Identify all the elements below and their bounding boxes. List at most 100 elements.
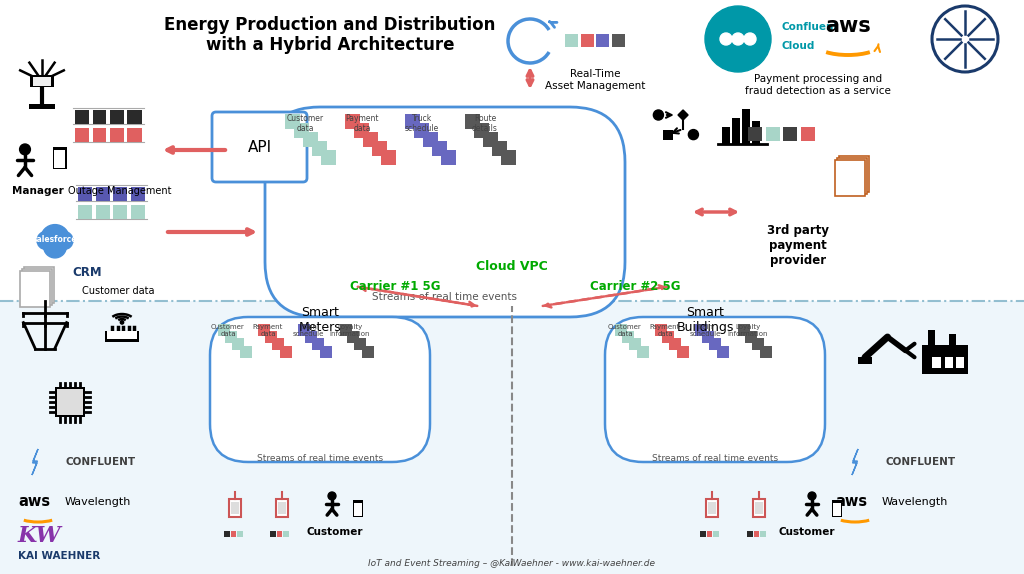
Bar <box>270 532 275 537</box>
Bar <box>922 344 968 374</box>
Bar <box>95 187 110 201</box>
Text: KAI WAEHNER: KAI WAEHNER <box>18 551 100 561</box>
Bar <box>630 339 641 350</box>
Bar <box>372 141 387 156</box>
Bar <box>732 118 740 144</box>
Bar <box>24 267 54 303</box>
Circle shape <box>37 231 55 250</box>
Circle shape <box>808 492 816 500</box>
Bar <box>280 346 292 358</box>
Bar <box>110 110 124 124</box>
Bar <box>663 130 673 139</box>
Bar <box>285 114 300 129</box>
Circle shape <box>720 33 732 45</box>
Bar <box>708 502 716 514</box>
Bar <box>0 301 1024 574</box>
Bar <box>106 331 137 339</box>
Bar <box>225 331 238 343</box>
Bar <box>483 132 498 147</box>
Bar <box>128 110 141 124</box>
Text: Streams of real time events: Streams of real time events <box>652 454 778 463</box>
Bar <box>258 324 270 336</box>
Text: Smart
Buildings: Smart Buildings <box>676 307 733 334</box>
Bar <box>53 147 67 169</box>
Bar <box>294 123 309 138</box>
Bar <box>92 110 106 124</box>
Circle shape <box>732 33 744 45</box>
Bar <box>224 532 229 537</box>
Bar <box>283 532 289 537</box>
Bar <box>113 187 127 201</box>
Bar <box>760 346 772 358</box>
Bar <box>75 110 89 124</box>
Text: KW: KW <box>18 525 61 547</box>
Bar <box>441 150 456 165</box>
Circle shape <box>328 492 336 500</box>
Text: Carrier #1 5G: Carrier #1 5G <box>350 280 440 293</box>
Bar <box>474 123 489 138</box>
Text: Customer: Customer <box>307 527 364 537</box>
Circle shape <box>55 231 73 250</box>
Bar <box>745 331 757 343</box>
Circle shape <box>121 321 124 324</box>
Text: Payment
data: Payment data <box>253 324 284 337</box>
Bar <box>760 532 766 537</box>
Bar <box>240 346 252 358</box>
Bar <box>272 339 285 350</box>
Bar <box>754 532 759 537</box>
Bar <box>130 187 144 201</box>
FancyBboxPatch shape <box>265 107 625 317</box>
Bar <box>949 334 955 344</box>
Text: aws: aws <box>825 16 870 36</box>
Text: CRM: CRM <box>72 266 101 278</box>
Bar <box>278 502 286 514</box>
Text: 3rd party
payment
provider: 3rd party payment provider <box>767 224 829 267</box>
Circle shape <box>19 144 31 155</box>
Bar <box>945 357 953 368</box>
FancyBboxPatch shape <box>605 317 825 462</box>
Bar <box>783 127 797 141</box>
Text: aws: aws <box>18 494 50 510</box>
Text: Wavelength: Wavelength <box>882 497 948 507</box>
Bar <box>702 331 714 343</box>
Text: Customer
data: Customer data <box>211 324 245 337</box>
Text: Customer: Customer <box>778 527 836 537</box>
Text: Customer
data: Customer data <box>608 324 642 337</box>
Bar <box>128 128 141 142</box>
Bar <box>623 331 634 343</box>
Bar <box>611 34 625 47</box>
Polygon shape <box>852 449 858 475</box>
Bar <box>92 128 106 142</box>
Bar <box>933 357 941 368</box>
Bar <box>229 499 241 517</box>
Bar <box>406 114 420 129</box>
Polygon shape <box>678 110 688 120</box>
Text: Energy Production and Distribution: Energy Production and Distribution <box>164 16 496 34</box>
Circle shape <box>932 6 998 72</box>
Bar <box>361 346 374 358</box>
Bar <box>113 205 127 219</box>
Bar <box>20 271 50 307</box>
Bar <box>345 114 360 129</box>
Bar <box>766 127 779 141</box>
Bar <box>831 500 842 517</box>
FancyBboxPatch shape <box>212 112 307 182</box>
Bar <box>305 331 317 343</box>
Bar <box>218 324 230 336</box>
Bar <box>955 357 964 368</box>
Text: Loyalty
information: Loyalty information <box>330 324 371 337</box>
Bar <box>33 77 51 86</box>
Text: Smart
Meters: Smart Meters <box>299 307 341 334</box>
Polygon shape <box>32 449 38 475</box>
Bar <box>801 127 814 141</box>
Circle shape <box>41 224 70 253</box>
Text: Cloud: Cloud <box>781 41 814 51</box>
Text: Payment
data: Payment data <box>650 324 680 337</box>
Bar <box>55 387 85 417</box>
Bar <box>237 532 243 537</box>
Bar <box>835 160 865 196</box>
Bar <box>501 150 516 165</box>
Bar <box>423 132 438 147</box>
Bar <box>738 324 750 336</box>
Bar <box>54 149 66 168</box>
